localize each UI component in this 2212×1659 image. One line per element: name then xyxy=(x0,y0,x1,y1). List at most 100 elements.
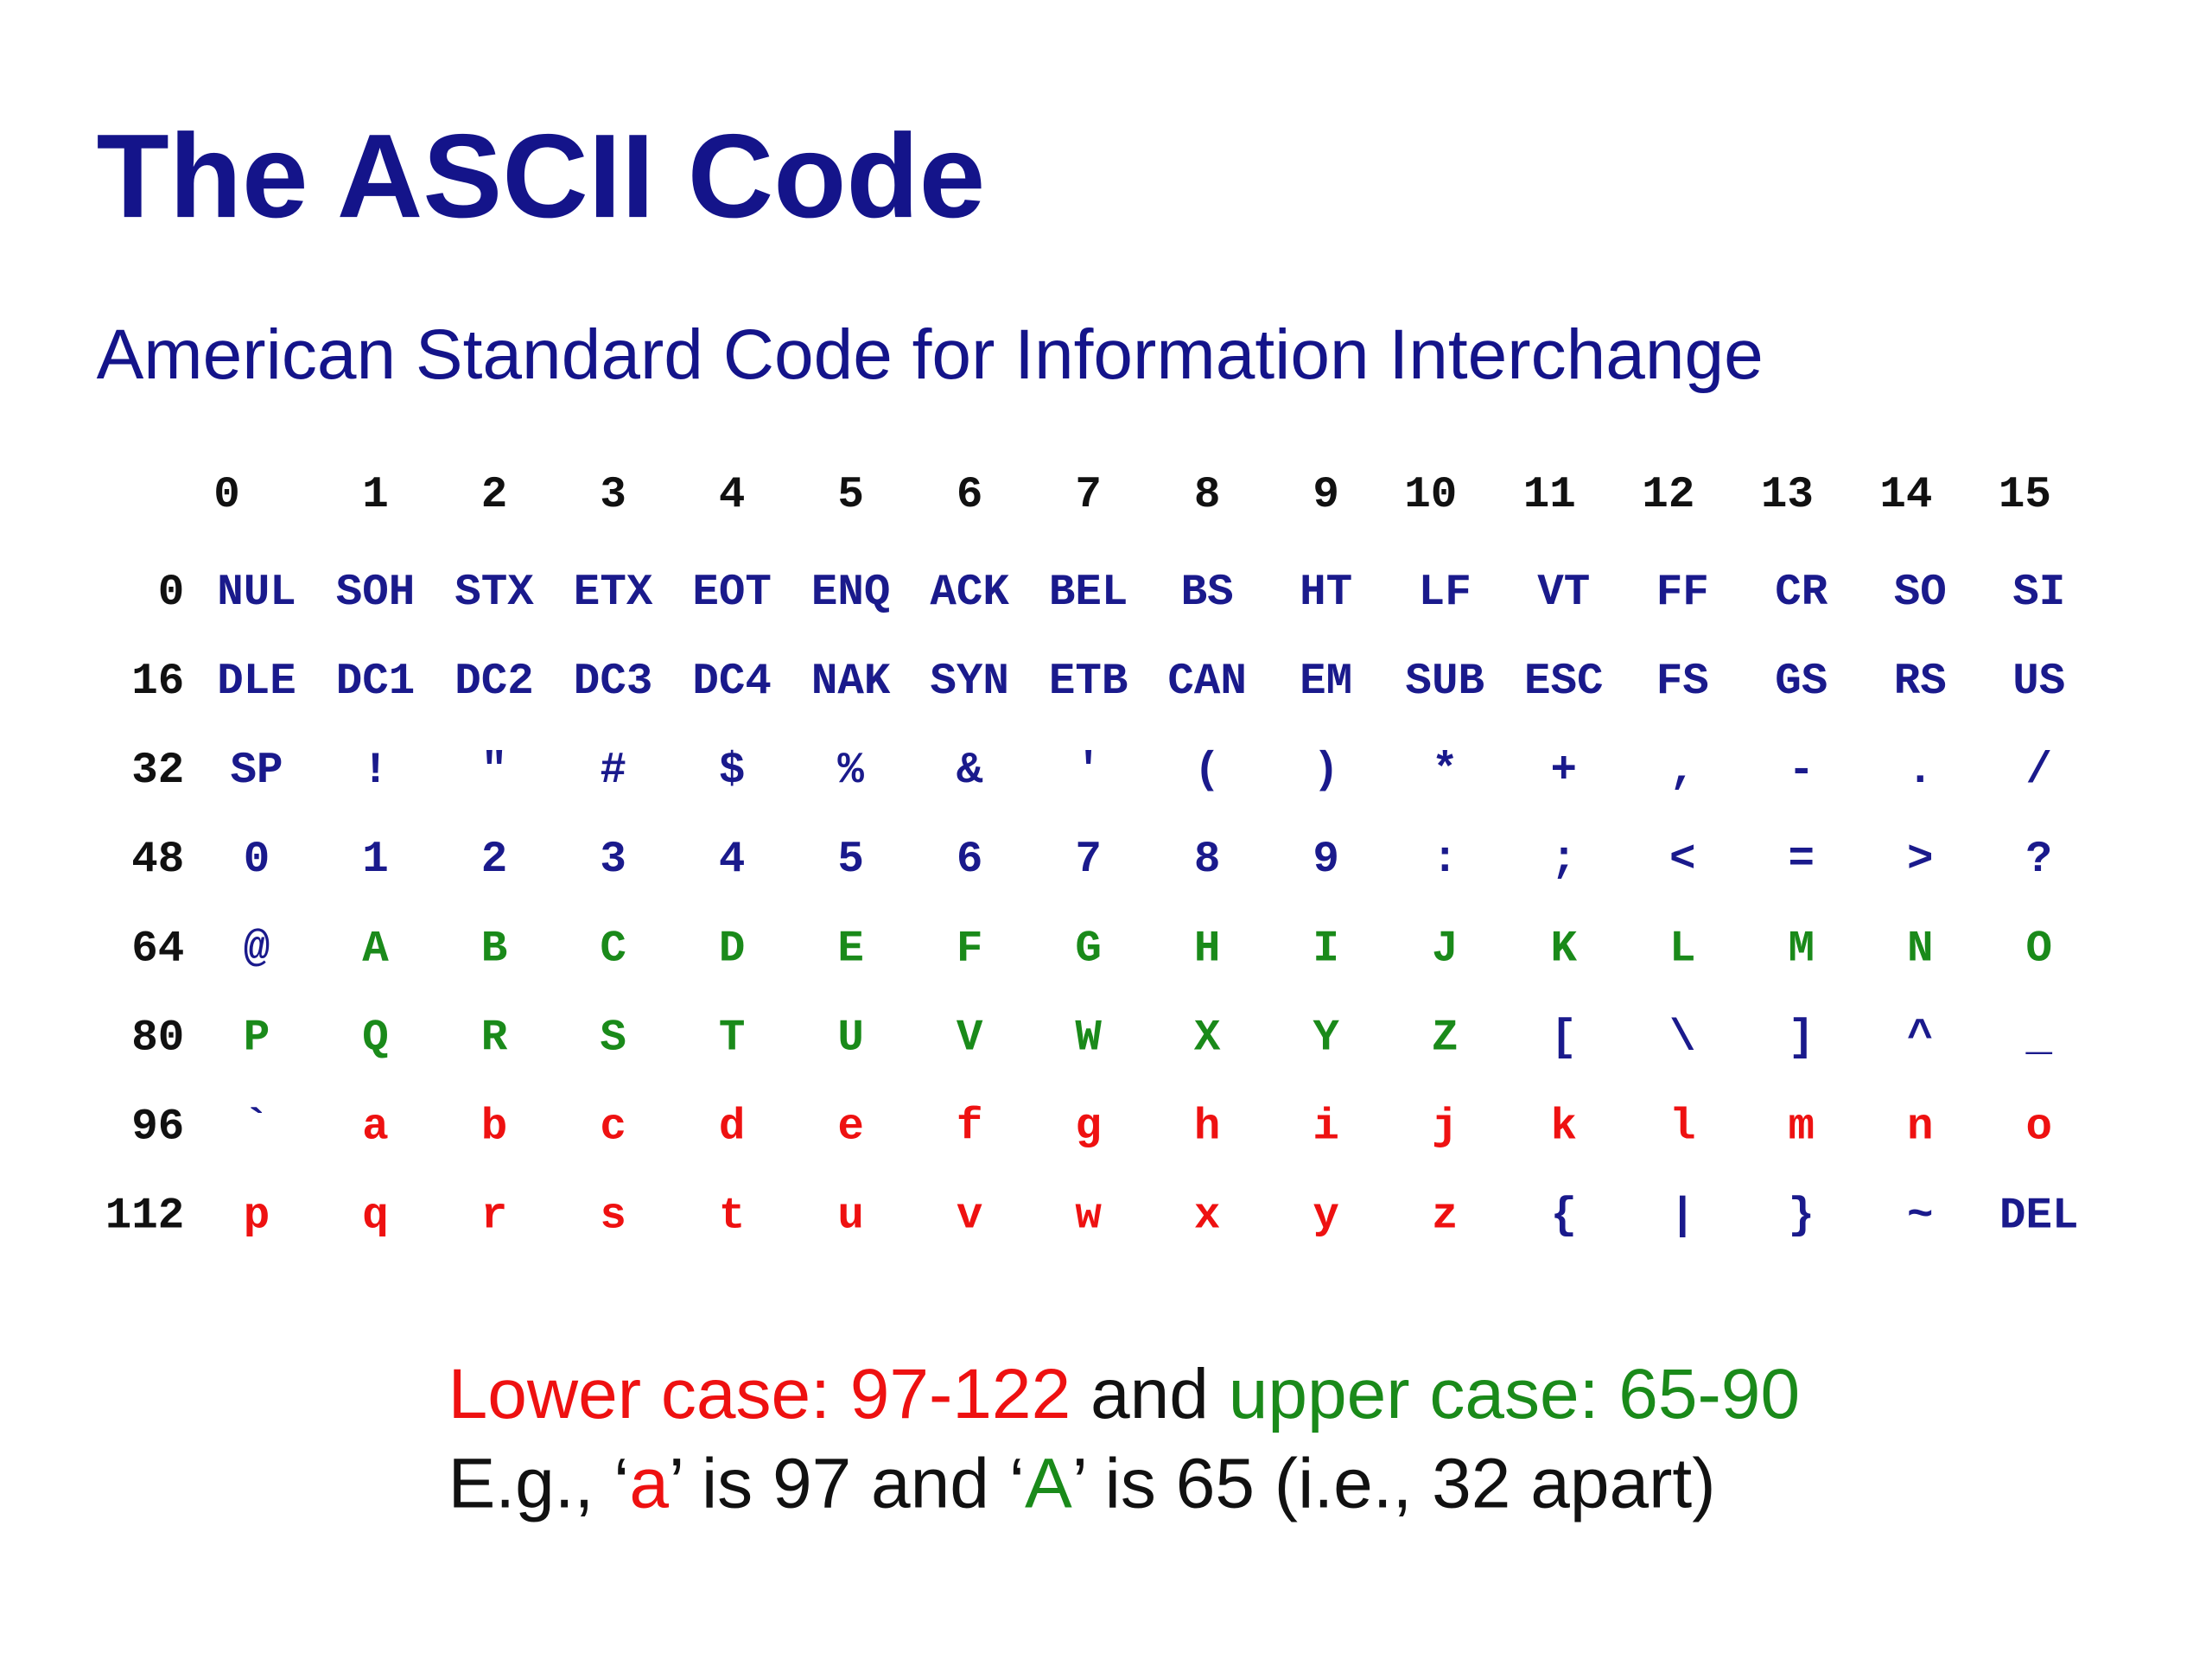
column-header: 10 xyxy=(1404,471,1457,520)
cell: . xyxy=(1907,747,1934,796)
cell: DC1 xyxy=(336,658,416,707)
cell: s xyxy=(600,1192,626,1241)
cell: b xyxy=(481,1103,508,1152)
row-header: 64 xyxy=(131,925,184,974)
footer-segment: Lower case: 97-122 xyxy=(448,1355,1071,1433)
cell: ETX xyxy=(574,569,653,618)
cell: T xyxy=(719,1014,746,1063)
cell: 5 xyxy=(837,836,864,885)
cell: BS xyxy=(1181,569,1234,618)
cell: n xyxy=(1907,1103,1934,1152)
cell: HT xyxy=(1300,569,1352,618)
cell: Q xyxy=(362,1014,389,1063)
cell: F xyxy=(957,925,983,974)
cell: ETB xyxy=(1049,658,1128,707)
cell: ' xyxy=(1075,747,1102,796)
cell: ( xyxy=(1194,747,1221,796)
footer-line: Lower case: 97-122 and upper case: 65-90 xyxy=(448,1355,1801,1433)
cell: SI xyxy=(2012,569,2065,618)
cell: + xyxy=(1550,747,1577,796)
cell: ACK xyxy=(930,569,1009,618)
column-header: 15 xyxy=(1999,471,2051,520)
row-header: 48 xyxy=(131,836,184,885)
cell: R xyxy=(481,1014,508,1063)
cell: : xyxy=(1432,836,1459,885)
cell: 8 xyxy=(1194,836,1221,885)
cell: z xyxy=(1432,1192,1459,1241)
cell: SOH xyxy=(336,569,416,618)
cell: LF xyxy=(1419,569,1471,618)
cell: NAK xyxy=(811,658,891,707)
cell: ; xyxy=(1550,836,1577,885)
cell: G xyxy=(1075,925,1102,974)
column-header: 6 xyxy=(957,471,983,520)
cell: EM xyxy=(1300,658,1352,707)
row-header: 0 xyxy=(158,569,185,618)
cell: U xyxy=(837,1014,864,1063)
cell: d xyxy=(719,1103,746,1152)
cell: VT xyxy=(1537,569,1590,618)
cell: [ xyxy=(1550,1014,1577,1063)
column-header: 13 xyxy=(1761,471,1814,520)
column-header: 14 xyxy=(1879,471,1932,520)
cell: O xyxy=(2026,925,2053,974)
cell: * xyxy=(1432,747,1459,796)
cell: S xyxy=(600,1014,626,1063)
column-header: 1 xyxy=(362,471,389,520)
cell: N xyxy=(1907,925,1934,974)
cell: US xyxy=(2012,658,2065,707)
footer-line: E.g., ‘a’ is 97 and ‘A’ is 65 (i.e., 32 … xyxy=(448,1444,1716,1522)
cell: DLE xyxy=(217,658,296,707)
cell: DC4 xyxy=(692,658,772,707)
cell: 4 xyxy=(719,836,746,885)
cell: 0 xyxy=(244,836,270,885)
subtitle: American Standard Code for Information I… xyxy=(97,315,1764,394)
cell: m xyxy=(1788,1103,1815,1152)
cell: h xyxy=(1194,1103,1221,1152)
cell: B xyxy=(481,925,508,974)
cell: P xyxy=(244,1014,270,1063)
column-header: 4 xyxy=(719,471,746,520)
cell: M xyxy=(1788,925,1815,974)
cell: NUL xyxy=(217,569,296,618)
cell: t xyxy=(719,1192,746,1241)
cell: > xyxy=(1907,836,1934,885)
cell: & xyxy=(957,747,983,796)
cell: = xyxy=(1788,836,1815,885)
cell: STX xyxy=(454,569,534,618)
footer-segment: ’ is 65 (i.e., 32 apart) xyxy=(1072,1444,1716,1522)
column-header: 0 xyxy=(213,471,240,520)
cell: | xyxy=(1669,1192,1696,1241)
row-header: 96 xyxy=(131,1103,184,1152)
cell: L xyxy=(1669,925,1696,974)
column-header: 3 xyxy=(600,471,626,520)
cell: FS xyxy=(1656,658,1709,707)
cell: FF xyxy=(1656,569,1709,618)
footer-segment: A xyxy=(1025,1444,1072,1522)
cell: v xyxy=(957,1192,983,1241)
cell: a xyxy=(362,1103,389,1152)
cell: SUB xyxy=(1405,658,1484,707)
cell: \ xyxy=(1669,1014,1696,1063)
cell: GS xyxy=(1775,658,1827,707)
cell: W xyxy=(1075,1014,1102,1063)
cell: y xyxy=(1313,1192,1339,1241)
cell: DC2 xyxy=(454,658,534,707)
column-header: 8 xyxy=(1194,471,1221,520)
cell: 7 xyxy=(1075,836,1102,885)
cell: ? xyxy=(2026,836,2053,885)
cell: K xyxy=(1550,925,1577,974)
cell: _ xyxy=(2025,1014,2053,1063)
cell: q xyxy=(362,1192,389,1241)
cell: RS xyxy=(1894,658,1947,707)
cell: CR xyxy=(1775,569,1828,618)
cell: 9 xyxy=(1313,836,1339,885)
cell: I xyxy=(1313,925,1339,974)
cell: / xyxy=(2026,747,2053,796)
cell: H xyxy=(1194,925,1221,974)
cell: ESC xyxy=(1524,658,1604,707)
cell: DC3 xyxy=(574,658,653,707)
cell: ] xyxy=(1788,1014,1815,1063)
